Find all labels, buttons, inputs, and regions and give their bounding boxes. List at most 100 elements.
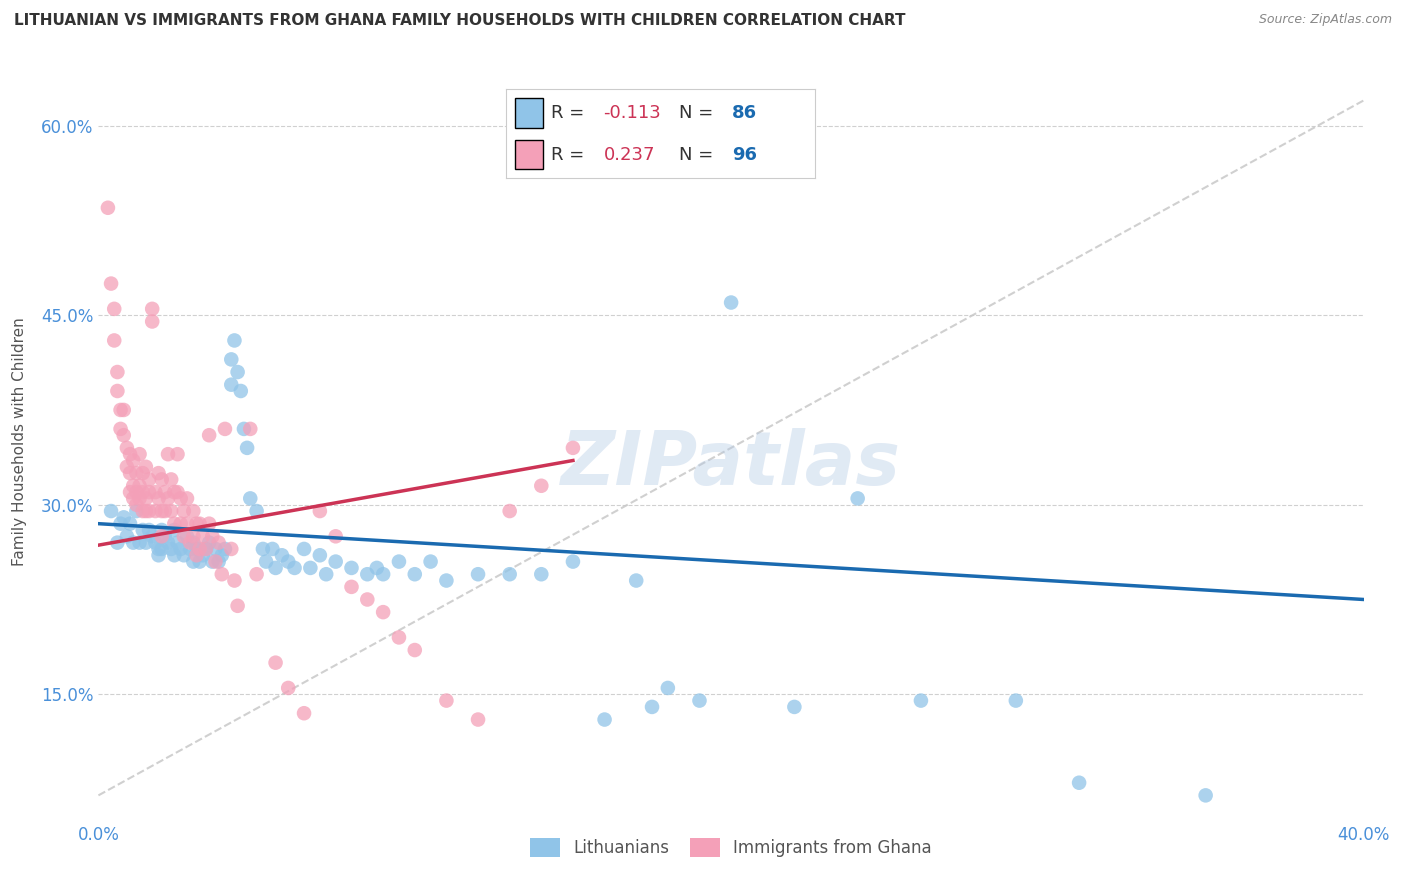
Point <box>169 491 191 506</box>
Point <box>419 555 441 569</box>
Point <box>173 529 195 543</box>
Point <box>292 706 315 721</box>
Text: 86: 86 <box>733 103 756 122</box>
Point <box>211 548 233 563</box>
Point <box>163 485 186 500</box>
Point <box>1004 693 1026 707</box>
Point <box>657 681 679 695</box>
Point <box>148 491 170 506</box>
Point <box>166 485 188 500</box>
Point <box>128 479 150 493</box>
Point <box>688 693 710 707</box>
Point <box>325 555 347 569</box>
Point <box>467 713 489 727</box>
Point <box>214 541 236 556</box>
Point <box>120 485 141 500</box>
Point <box>388 555 411 569</box>
Point <box>112 510 135 524</box>
Text: R =: R = <box>551 103 591 122</box>
Point <box>194 541 218 556</box>
Point <box>198 516 221 531</box>
Point <box>356 567 378 582</box>
Point <box>186 541 208 556</box>
Point <box>173 504 195 518</box>
Point <box>103 301 125 316</box>
Point <box>371 567 394 582</box>
Point <box>366 561 388 575</box>
Point <box>125 498 148 512</box>
Point <box>188 555 211 569</box>
Point <box>112 403 135 417</box>
Point <box>201 529 224 543</box>
Point <box>157 535 180 549</box>
Point <box>224 574 246 588</box>
Point <box>239 422 262 436</box>
Text: 96: 96 <box>733 145 756 164</box>
Point <box>150 523 173 537</box>
Text: ZIPatlas: ZIPatlas <box>561 428 901 500</box>
Point <box>264 656 287 670</box>
Y-axis label: Family Households with Children: Family Households with Children <box>13 318 27 566</box>
Point <box>371 605 394 619</box>
Point <box>246 504 269 518</box>
Point <box>204 541 226 556</box>
Point <box>97 201 120 215</box>
Point <box>214 422 236 436</box>
Point <box>211 567 233 582</box>
Point <box>153 529 176 543</box>
Point <box>120 516 141 531</box>
Point <box>467 567 489 582</box>
Point <box>157 491 180 506</box>
Point <box>277 681 299 695</box>
Point <box>145 504 166 518</box>
Point <box>160 504 183 518</box>
FancyBboxPatch shape <box>516 98 543 128</box>
Point <box>264 561 287 575</box>
Point <box>169 541 191 556</box>
Point <box>150 529 173 543</box>
Point <box>112 428 135 442</box>
FancyBboxPatch shape <box>516 140 543 169</box>
Point <box>252 541 274 556</box>
Point <box>107 535 129 549</box>
Point <box>138 473 160 487</box>
Point <box>204 555 226 569</box>
Point <box>1194 789 1216 803</box>
Point <box>100 277 122 291</box>
Point <box>198 428 221 442</box>
Point <box>122 453 145 467</box>
Point <box>201 555 224 569</box>
Point <box>641 699 664 714</box>
Point <box>157 447 180 461</box>
Point <box>191 529 214 543</box>
Point <box>309 504 332 518</box>
Point <box>125 466 148 480</box>
Point <box>239 491 262 506</box>
Point <box>194 541 218 556</box>
Point <box>270 548 294 563</box>
Point <box>183 535 205 549</box>
Point <box>150 504 173 518</box>
Point <box>186 548 208 563</box>
Point <box>107 384 129 398</box>
Point <box>141 301 163 316</box>
Point <box>292 541 315 556</box>
Point <box>404 567 426 582</box>
Point <box>128 535 150 549</box>
Point <box>115 529 138 543</box>
Point <box>219 541 243 556</box>
Point <box>148 466 170 480</box>
Point <box>150 473 173 487</box>
Text: R =: R = <box>551 145 591 164</box>
Point <box>141 314 163 328</box>
Point <box>122 535 145 549</box>
Point <box>179 535 201 549</box>
Point <box>325 529 347 543</box>
Point <box>183 555 205 569</box>
Point <box>153 504 176 518</box>
Text: Source: ZipAtlas.com: Source: ZipAtlas.com <box>1258 13 1392 27</box>
Point <box>110 422 132 436</box>
Point <box>224 334 246 348</box>
Point <box>100 504 122 518</box>
Point <box>160 473 183 487</box>
